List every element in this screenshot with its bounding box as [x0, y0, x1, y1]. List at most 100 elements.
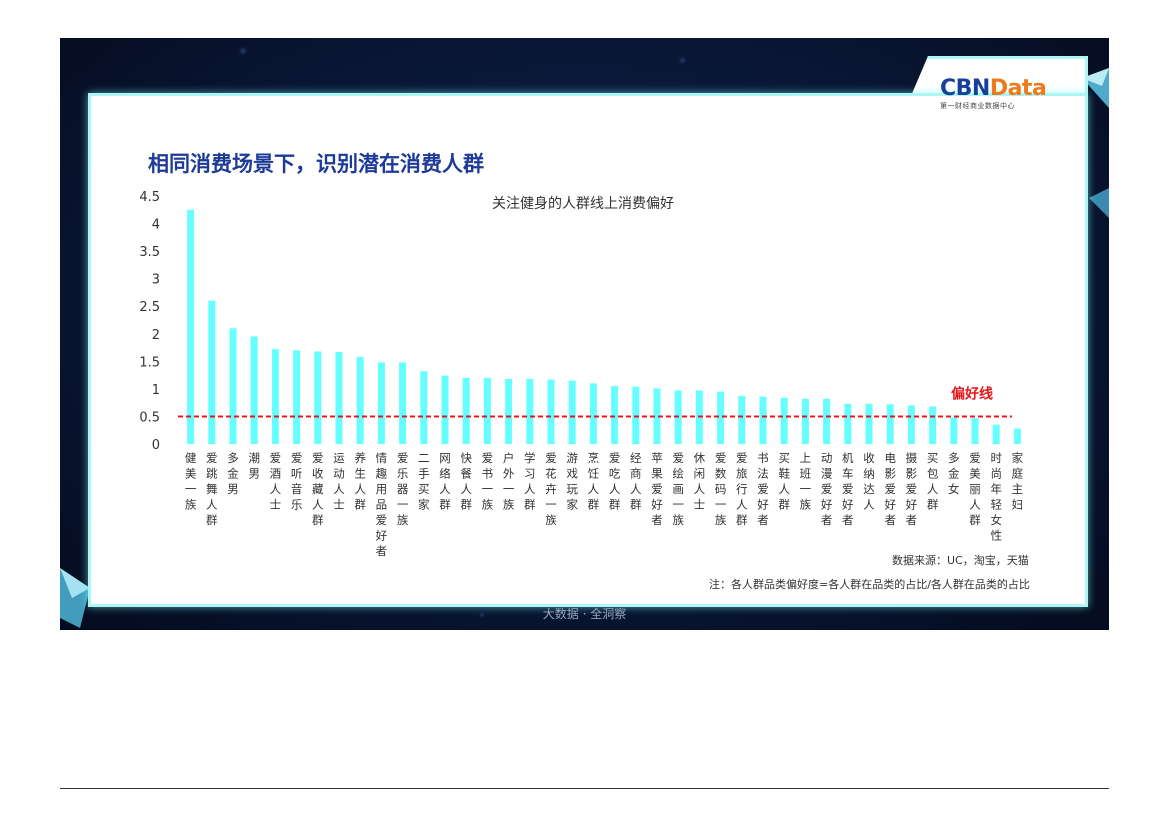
bar — [738, 396, 746, 444]
x-tick-label: 收纳达人 — [863, 451, 875, 512]
y-tick-label: 0 — [152, 438, 160, 453]
bar — [335, 351, 343, 444]
x-tick-label: 多金男 — [227, 451, 239, 496]
bar — [780, 397, 788, 444]
y-tick-label: 2 — [152, 328, 160, 343]
x-tick-label: 爱数码一族 — [715, 451, 727, 527]
bar — [653, 388, 661, 444]
x-tick-label: 爱旅行人群 — [736, 451, 748, 527]
logo-subtitle: 第一财经商业数据中心 — [940, 102, 1015, 110]
bar — [632, 386, 640, 444]
x-tick-label: 快餐人群 — [460, 451, 472, 512]
y-tick-label: 1.5 — [139, 355, 160, 370]
bar-chart: 关注健身的人群线上消费偏好 0 0.5 1 1.5 2 2.5 3 3.5 4 4.5 健美一族爱跳舞… — [139, 190, 1024, 558]
x-tick-label: 爱听音乐 — [291, 451, 303, 512]
y-tick-label: 3 — [152, 273, 160, 288]
bar — [526, 378, 534, 444]
bar — [271, 349, 279, 444]
y-tick-label: 1 — [152, 383, 160, 398]
x-tick-label: 爱绘画一族 — [672, 451, 684, 527]
bar — [377, 362, 385, 444]
x-tick-label: 爱收藏人群 — [312, 451, 324, 527]
x-tick-label: 动漫爱好者 — [821, 451, 833, 527]
chart-title: 关注健身的人群线上消费偏好 — [492, 196, 674, 212]
x-tick-label: 经商人群 — [630, 451, 642, 512]
x-tick-label: 户外一族 — [503, 451, 515, 512]
x-tick-label: 买包人群 — [927, 451, 939, 512]
bar — [929, 406, 937, 444]
x-tick-label: 休闲人士 — [694, 451, 706, 512]
formula-note: 注：各人群品类偏好度=各人群在品类的占比/各人群在品类的占比 — [709, 578, 1030, 591]
bar — [801, 398, 809, 444]
background-glow — [480, 613, 484, 617]
bar — [208, 300, 216, 444]
bar — [971, 418, 979, 444]
slide-footer: 大数据 · 全洞察 — [542, 607, 627, 621]
bar — [844, 403, 852, 444]
bar — [505, 378, 513, 444]
x-tick-label: 潮男 — [248, 451, 260, 481]
background-glow — [680, 58, 685, 63]
x-tick-label: 爱书一族 — [482, 451, 494, 512]
bar — [992, 424, 1000, 444]
bar — [1013, 428, 1021, 444]
x-tick-label: 爱乐器一族 — [397, 451, 409, 527]
cbndata-logo: CBNData 第一财经商业数据中心 — [940, 76, 1047, 111]
y-tick-label: 0.5 — [139, 410, 160, 425]
logo-wordmark: CBNData — [940, 76, 1047, 101]
x-tick-label: 情趣用品爱好者 — [376, 451, 388, 558]
bar — [886, 404, 894, 444]
bar — [589, 383, 597, 444]
bar — [229, 328, 237, 444]
x-tick-label: 烹饪人群 — [588, 451, 600, 512]
x-tick-label: 养生人群 — [354, 451, 366, 512]
x-tick-label: 游戏玩家 — [566, 451, 578, 512]
threshold-label: 偏好线 — [951, 385, 993, 402]
page-bottom-rule — [60, 788, 1109, 789]
x-tick-label: 二手买家 — [418, 451, 430, 512]
logo-text-cbn: CBN — [940, 76, 990, 101]
bar — [759, 396, 767, 444]
bar — [483, 377, 491, 444]
bar — [823, 398, 831, 444]
bar — [399, 362, 407, 444]
bar — [420, 371, 428, 444]
crystal-decoration-icon — [60, 568, 90, 628]
x-tick-label: 电影爱好者 — [884, 451, 896, 527]
y-tick-label: 3.5 — [139, 245, 160, 260]
x-tick-label: 摄影爱好者 — [906, 451, 918, 527]
x-tick-label: 爱酒人士 — [270, 451, 282, 512]
bar — [187, 209, 195, 444]
bar — [611, 386, 619, 444]
x-tick-label: 书法爱好者 — [757, 451, 769, 527]
x-tick-label: 爱跳舞人群 — [206, 451, 218, 527]
bar — [250, 336, 258, 444]
x-tick-label: 爱吃人群 — [609, 451, 621, 512]
bar — [568, 380, 576, 444]
bar — [441, 375, 449, 444]
y-tick-label: 2.5 — [139, 300, 160, 315]
x-tick-label: 机车爱好者 — [842, 451, 854, 527]
page-title: 相同消费场景下，识别潜在消费人群 — [148, 152, 484, 176]
x-tick-label: 苹果爱好者 — [651, 451, 663, 527]
bar — [293, 350, 301, 444]
x-tick-label: 上班一族 — [800, 451, 812, 512]
x-tick-label: 运动人士 — [333, 451, 345, 512]
x-tick-label: 家庭主妇 — [1012, 451, 1024, 512]
x-tick-label: 学习人群 — [524, 451, 536, 512]
x-tick-label: 爱花卉一族 — [545, 451, 557, 527]
logo-text-data: Data — [989, 76, 1047, 101]
bar — [462, 377, 470, 444]
x-tick-label: 网络人群 — [439, 451, 451, 512]
bar — [717, 391, 725, 444]
bar — [314, 351, 322, 444]
bar — [865, 403, 873, 444]
background-glow — [240, 48, 246, 54]
x-tick-label: 健美一族 — [185, 451, 197, 512]
source-note: 数据来源：UC，淘宝，天猫 — [892, 554, 1029, 567]
y-tick-label: 4 — [152, 218, 160, 233]
bar — [950, 417, 958, 444]
y-tick-label: 4.5 — [139, 190, 160, 205]
x-tick-label: 多金女 — [948, 451, 960, 496]
x-tick-label: 买鞋人群 — [778, 451, 790, 512]
